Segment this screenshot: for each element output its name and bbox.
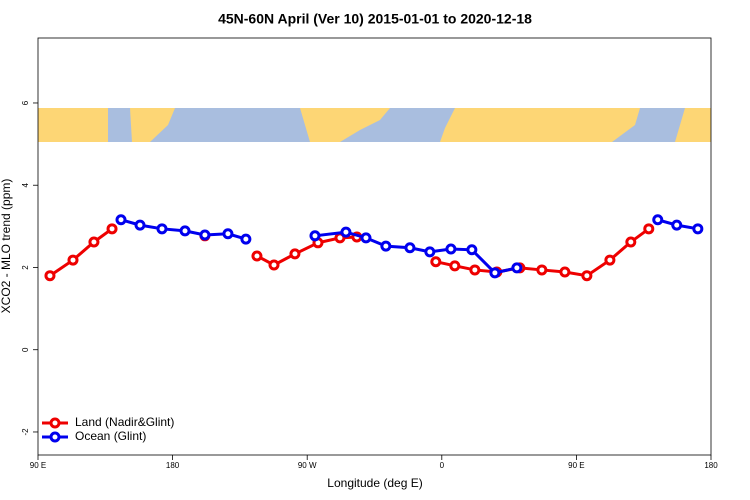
x-tick-label: 90 W [298, 461, 317, 470]
data-point [466, 244, 478, 256]
data-point [625, 236, 637, 248]
data-point [289, 248, 301, 260]
data-point [106, 223, 118, 235]
data-point [536, 264, 548, 276]
data-point [115, 214, 127, 226]
data-point [88, 236, 100, 248]
map-band [38, 108, 711, 142]
data-point [199, 229, 211, 241]
data-point [251, 250, 263, 262]
data-point [67, 254, 79, 266]
data-point [445, 243, 457, 255]
data-point [671, 219, 683, 231]
data-point [430, 256, 442, 268]
x-axis-label: Longitude (deg E) [327, 476, 422, 490]
data-point [559, 266, 571, 278]
data-point [643, 223, 655, 235]
legend-marker [49, 417, 61, 429]
legend-marker [49, 431, 61, 443]
data-point [511, 262, 523, 274]
plot-frame [37, 37, 712, 456]
data-point [692, 223, 704, 235]
data-point [449, 260, 461, 272]
x-tick-label: 90 E [30, 461, 46, 470]
x-tick-label: 180 [704, 461, 718, 470]
legend-label: Ocean (Glint) [75, 429, 146, 443]
x-tick-label: 90 E [568, 461, 584, 470]
y-tick-label: 6 [21, 100, 30, 105]
data-point [380, 240, 392, 252]
data-point [309, 230, 321, 242]
data-point [581, 270, 593, 282]
data-point [179, 225, 191, 237]
y-tick-label: 2 [21, 265, 30, 270]
data-point [44, 270, 56, 282]
x-tick-label: 180 [166, 461, 180, 470]
chart-title: 45N-60N April (Ver 10) 2015-01-01 to 202… [218, 11, 532, 27]
data-point [156, 223, 168, 235]
data-point [134, 219, 146, 231]
x-tick-label: 0 [440, 461, 445, 470]
y-axis-label: XCO2 - MLO trend (ppm) [0, 179, 13, 314]
data-point [604, 254, 616, 266]
data-point [404, 242, 416, 254]
data-point [489, 267, 501, 279]
data-point [340, 226, 352, 238]
data-point [360, 232, 372, 244]
y-tick-label: -2 [21, 428, 30, 436]
data-point [222, 228, 234, 240]
legend-label: Land (Nadir&Glint) [75, 415, 174, 429]
data-point [268, 259, 280, 271]
y-tick-label: 4 [21, 182, 30, 187]
data-point [469, 264, 481, 276]
y-tick-label: 0 [21, 347, 30, 352]
data-point [240, 233, 252, 245]
data-point [652, 214, 664, 226]
data-point [424, 246, 436, 258]
